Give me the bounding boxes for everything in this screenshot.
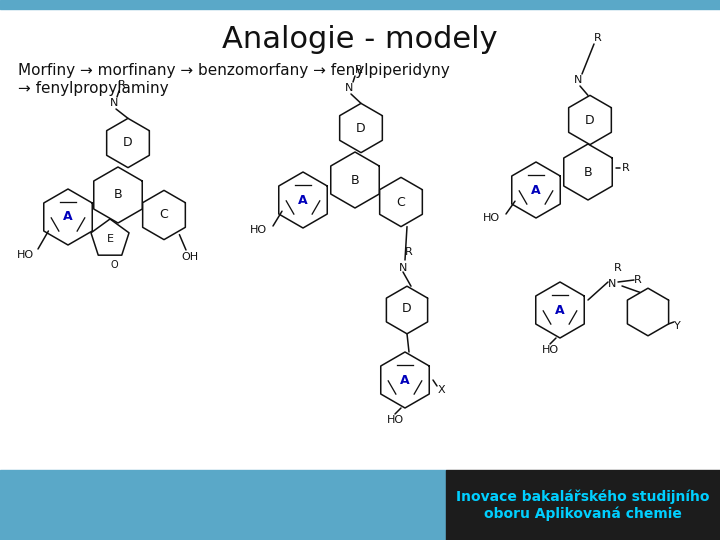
Text: HO: HO [541, 345, 559, 355]
Text: N: N [399, 263, 408, 273]
Text: C: C [160, 208, 168, 221]
Text: HO: HO [387, 415, 404, 425]
Text: N: N [574, 75, 582, 85]
Text: B: B [351, 173, 359, 186]
Text: D: D [402, 301, 412, 314]
Text: A: A [298, 193, 308, 206]
Text: E: E [107, 234, 114, 244]
Text: HO: HO [17, 250, 34, 260]
Text: Inovace bakalářského studijního
oboru Aplikovaná chemie: Inovace bakalářského studijního oboru Ap… [456, 489, 710, 521]
Bar [446, 470, 720, 540]
Text: B: B [584, 165, 593, 179]
Text: R: R [622, 163, 630, 173]
Text: A: A [531, 184, 541, 197]
Text: → fenylpropylaminy: → fenylpropylaminy [18, 82, 168, 97]
Text: D: D [585, 113, 595, 126]
Text: R: R [634, 275, 642, 285]
Text: Y: Y [675, 321, 681, 331]
Text: HO: HO [250, 225, 267, 235]
Bar [0, 0, 720, 9]
Text: D: D [123, 137, 132, 150]
Text: A: A [63, 211, 73, 224]
Text: R: R [405, 247, 413, 257]
Text: Morfiny → morfinany → benzomorfany → fenylpiperidyny: Morfiny → morfinany → benzomorfany → fen… [18, 64, 450, 78]
Text: HO: HO [483, 213, 500, 223]
Text: O: O [110, 260, 118, 270]
Text: N: N [110, 98, 118, 108]
Text: R: R [355, 65, 363, 75]
Text: R: R [118, 80, 126, 90]
Text: Analogie - modely: Analogie - modely [222, 24, 498, 53]
Text: A: A [400, 374, 410, 387]
Text: N: N [345, 83, 354, 93]
Text: C: C [397, 195, 405, 208]
Bar [0, 470, 446, 540]
Text: R: R [614, 263, 622, 273]
Text: R: R [594, 33, 602, 43]
Text: X: X [437, 385, 445, 395]
Text: OH: OH [181, 252, 199, 262]
Text: B: B [114, 188, 122, 201]
Text: A: A [555, 303, 564, 316]
Text: D: D [356, 122, 366, 134]
Text: N: N [608, 279, 616, 289]
